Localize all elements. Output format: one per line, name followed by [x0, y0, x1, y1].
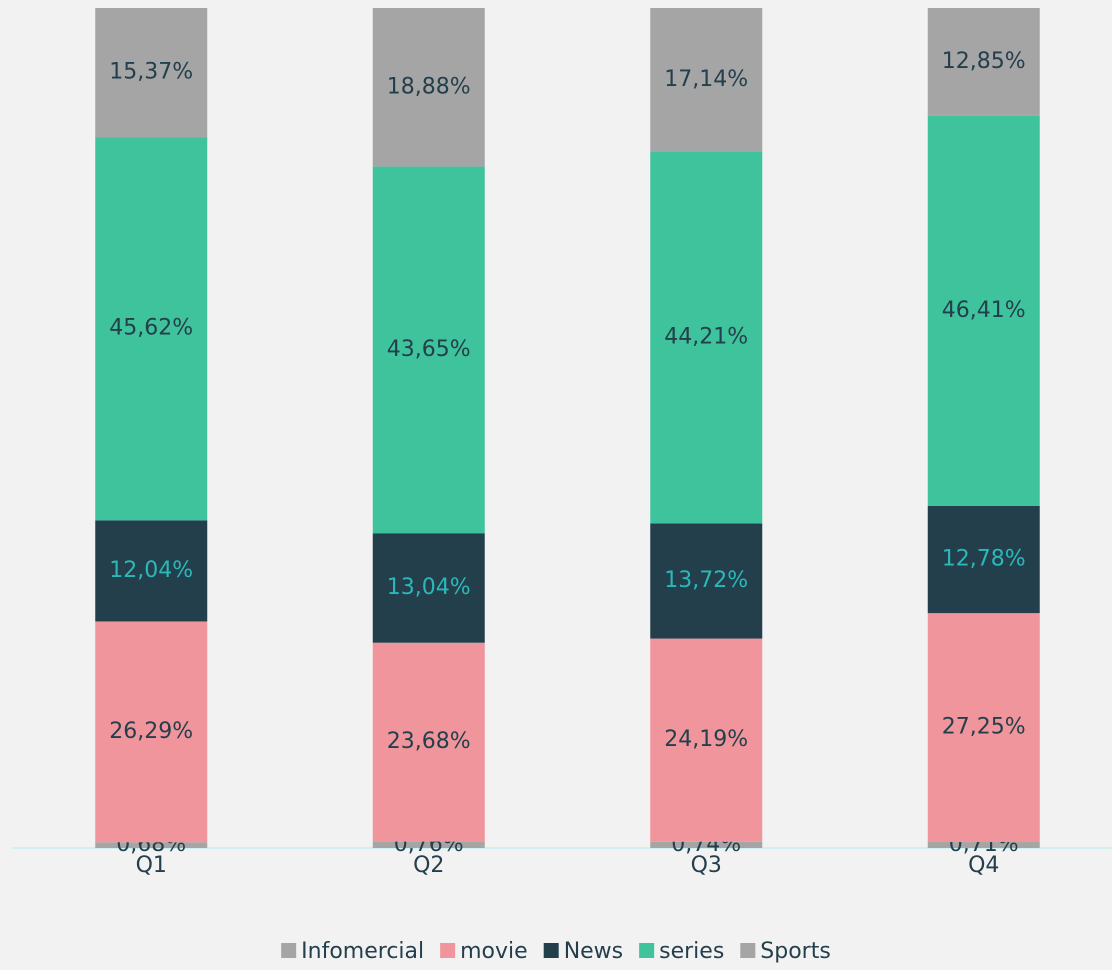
data-label: 26,29% — [109, 719, 193, 744]
bar-segment — [927, 115, 1040, 506]
bar-segment — [372, 533, 485, 643]
bar-segment — [95, 8, 208, 138]
data-label: 12,85% — [942, 49, 1026, 74]
data-label: 12,78% — [942, 546, 1026, 571]
legend-label: Sports — [760, 939, 831, 964]
data-label: 24,19% — [664, 727, 748, 752]
bar-segment — [95, 520, 208, 622]
data-label: 46,41% — [942, 298, 1026, 323]
legend-label: series — [659, 939, 724, 964]
bar-segment — [927, 505, 1040, 614]
bar-segment — [372, 166, 485, 534]
legend-swatch — [440, 943, 456, 958]
x-tick-label: Q4 — [968, 853, 999, 878]
bar-segment — [650, 523, 763, 639]
bar-segment — [372, 642, 485, 842]
bar-segment — [650, 841, 763, 848]
x-tick-label: Q2 — [413, 853, 444, 878]
data-label: 45,62% — [109, 316, 193, 341]
legend-label: movie — [460, 939, 528, 964]
data-label: 18,88% — [387, 74, 471, 99]
legend-swatch — [543, 943, 559, 958]
data-label: 23,68% — [387, 729, 471, 754]
bar-segment — [927, 842, 1040, 848]
bar-segment — [650, 638, 763, 842]
bar-segment — [372, 841, 485, 848]
legend-label: Infomercial — [301, 939, 424, 964]
legend-swatch — [740, 943, 756, 958]
bar-segment — [95, 137, 208, 521]
data-label: 27,25% — [942, 715, 1026, 740]
legend-swatch — [639, 943, 655, 958]
legend-label: News — [564, 939, 623, 964]
bar-segment — [650, 151, 763, 524]
data-label: 13,72% — [664, 568, 748, 593]
bar-segment — [372, 8, 485, 167]
bar-segment — [650, 8, 763, 152]
legend-swatch — [281, 943, 297, 958]
data-label: 43,65% — [387, 337, 471, 362]
bar-segment — [95, 842, 208, 848]
x-tick-label: Q3 — [691, 853, 722, 878]
data-label: 13,04% — [387, 575, 471, 600]
bar-segment — [927, 8, 1040, 116]
bar-segment — [927, 613, 1040, 843]
bar-segment — [95, 621, 208, 843]
data-label: 44,21% — [664, 325, 748, 350]
x-tick-label: Q1 — [136, 853, 167, 878]
data-label: 12,04% — [109, 558, 193, 583]
data-label: 17,14% — [664, 67, 748, 92]
data-label: 15,37% — [109, 60, 193, 85]
